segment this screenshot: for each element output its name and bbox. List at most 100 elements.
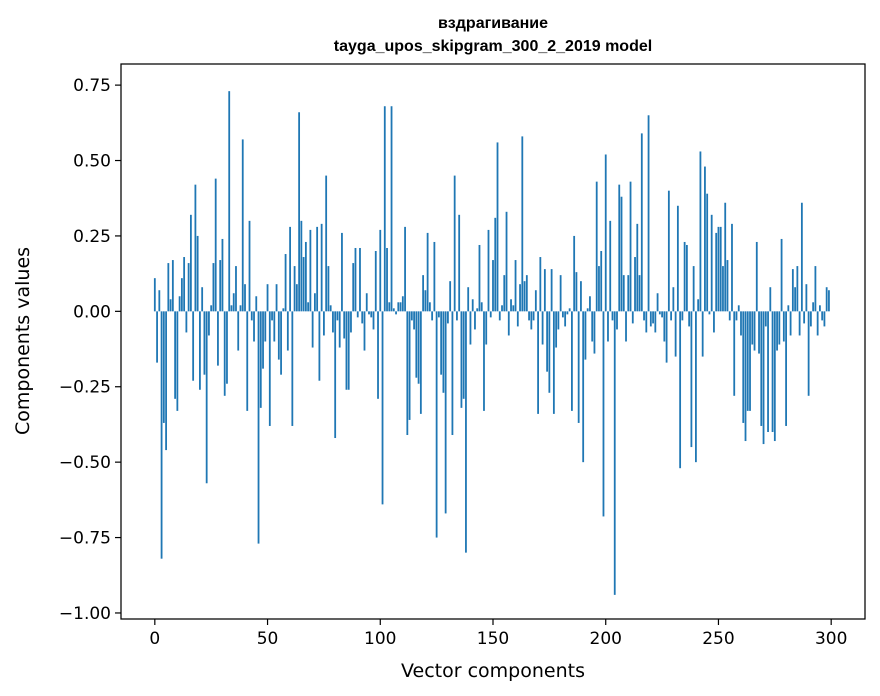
bar-221	[652, 311, 654, 324]
bar-282	[789, 311, 792, 336]
bar-197	[598, 266, 600, 312]
bar-192	[586, 308, 589, 312]
bar-65	[300, 220, 303, 312]
bar-180	[559, 275, 562, 312]
bar-240	[695, 311, 697, 463]
bar-69	[309, 229, 312, 312]
bar-234	[681, 311, 684, 321]
bar-132	[451, 311, 454, 436]
bar-199	[602, 311, 605, 517]
bar-10	[176, 311, 179, 411]
bar-195	[593, 311, 596, 354]
bar-24	[208, 311, 210, 336]
x-tick-label-2: 100	[364, 629, 396, 649]
bar-8	[171, 260, 174, 312]
bar-232	[676, 205, 679, 312]
bar-279	[782, 311, 785, 342]
bar-2	[158, 290, 161, 312]
bar-242	[699, 151, 702, 312]
bar-127	[440, 311, 443, 375]
bar-184	[568, 308, 571, 312]
bar-79	[332, 311, 334, 333]
bar-243	[701, 311, 704, 357]
y-tick-label-3: −0.25	[59, 378, 111, 398]
bar-153	[498, 311, 501, 321]
bar-60	[289, 226, 291, 312]
bar-51	[268, 311, 271, 426]
bar-198	[600, 251, 603, 312]
bar-101	[381, 311, 384, 505]
bar-191	[584, 311, 587, 360]
bar-72	[316, 226, 319, 312]
bar-261	[742, 311, 745, 423]
bar-212	[631, 311, 634, 324]
bar-250	[717, 226, 720, 312]
bar-129	[444, 311, 447, 514]
bar-109	[399, 302, 402, 312]
bar-210	[627, 275, 630, 312]
bar-286	[798, 311, 801, 336]
bar-36	[235, 266, 237, 312]
bar-275	[773, 311, 776, 442]
bar-133	[453, 175, 456, 312]
bar-246	[708, 311, 711, 315]
bar-273	[769, 287, 772, 312]
bar-110	[401, 296, 404, 312]
bar-206	[618, 184, 621, 312]
bar-86	[347, 311, 350, 390]
bar-84	[343, 311, 346, 339]
bar-128	[442, 311, 445, 393]
bar-238	[690, 311, 693, 448]
bar-26	[212, 263, 215, 312]
x-tick-label-0: 0	[149, 629, 160, 649]
bar-48	[262, 311, 264, 369]
bar-289	[805, 284, 808, 312]
bar-83	[341, 232, 343, 312]
bar-33	[228, 91, 231, 312]
bar-272	[767, 311, 769, 432]
bar-107	[395, 311, 397, 315]
bar-138	[465, 311, 467, 553]
bar-118	[419, 311, 422, 414]
bar-18	[194, 184, 197, 312]
bar-218	[645, 311, 648, 333]
bar-269	[760, 311, 763, 426]
bar-222	[654, 311, 657, 333]
bar-213	[634, 257, 636, 312]
bar-38	[239, 305, 242, 312]
bar-236	[685, 244, 688, 312]
bar-204	[613, 311, 616, 595]
bar-235	[683, 241, 686, 312]
bar-61	[291, 311, 294, 426]
bar-66	[302, 257, 305, 312]
bar-57	[282, 308, 285, 312]
bar-155	[503, 275, 506, 312]
bar-193	[589, 296, 591, 312]
bar-17	[192, 311, 195, 381]
bar-124	[433, 241, 436, 312]
bar-46	[257, 311, 260, 544]
bar-263	[746, 311, 749, 411]
bar-207	[620, 196, 623, 312]
bar-147	[485, 311, 488, 345]
bar-149	[489, 311, 492, 318]
bar-13	[183, 257, 186, 312]
bar-178	[555, 311, 558, 348]
bar-92	[361, 311, 364, 324]
bar-205	[616, 311, 618, 330]
bar-122	[428, 302, 431, 312]
bar-6	[167, 263, 170, 312]
bar-241	[697, 299, 700, 312]
bar-47	[259, 311, 262, 408]
bar-130	[447, 311, 449, 324]
bar-151	[494, 217, 497, 312]
bar-291	[809, 311, 812, 327]
bar-44	[253, 311, 255, 342]
bar-170	[537, 311, 539, 414]
bar-87	[350, 311, 352, 333]
bar-174	[546, 311, 549, 372]
bar-227	[665, 311, 668, 363]
bar-77	[327, 266, 330, 312]
bar-294	[816, 311, 819, 336]
bar-1	[156, 311, 158, 363]
